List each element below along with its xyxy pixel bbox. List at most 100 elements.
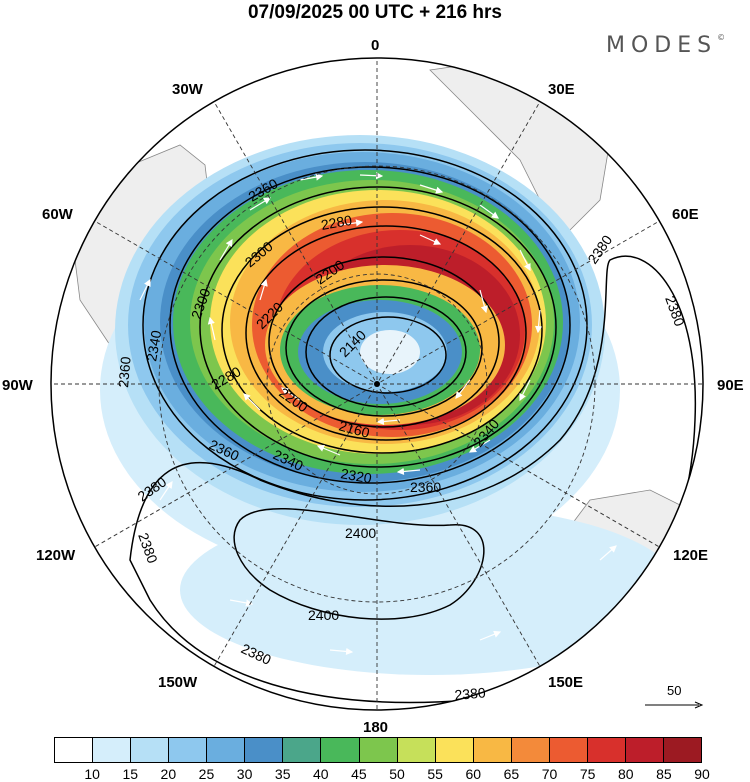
wind-arrow [299,173,324,181]
colorbar-tick-label: 10 [84,766,100,782]
map-disc [51,58,703,710]
colorbar-tick-label: 65 [503,766,520,782]
lon-label-120e: 120E [673,547,708,564]
contour-2340 [169,166,571,484]
contour-2380 [129,255,697,704]
colorbar-labels: 10 15 20 25 30 35 40 45 50 55 60 65 70 75 80 85 90 [54,766,709,782]
lon-label-90e: 90E [717,377,744,394]
lon-label-60e: 60E [672,206,699,223]
lon-label-90w: 90W [2,377,34,394]
wind-arrow [316,444,341,456]
contour-label: 2380 [584,232,615,267]
map-title: 07/09/2025 00 UTC + 216 hrs [247,2,503,23]
contour-label: 2400 [308,607,339,623]
wind-arrow [519,249,531,272]
colorbar-swatch [359,738,398,762]
wind-arrow [249,197,272,211]
wind-arrow [219,238,233,261]
lon-label-150e: 150E [548,674,583,691]
colorbar-tick-label: 75 [579,766,596,782]
contour-label: 2320 [339,465,373,486]
colorbar-tick-label: 85 [656,766,672,782]
colorbar-swatch [397,738,436,762]
wind-arrow [259,278,268,301]
colorbar-swatch [473,738,512,762]
copyright-mark: © [717,33,726,42]
contour-label: 2360 [115,356,134,389]
contour-label: 2160 [337,417,371,441]
contour-2140 [329,316,447,394]
pole-marker [374,381,380,387]
wind-arrow [534,309,543,334]
colorbar-swatch [625,738,664,762]
colorbar-tick-label: 15 [122,766,139,782]
brand-text: MODES [606,33,718,58]
colorbar-swatch [511,738,550,762]
colorbar-swatch [207,738,246,762]
wind-arrow [159,481,173,501]
wind-arrow [419,234,442,245]
wind-arrow [479,204,499,219]
contour-2160 [305,296,467,408]
colorbar-tick-label: 20 [160,766,177,782]
contour-2400 [233,508,485,620]
wind-arrow [519,379,531,402]
wind-arrow [139,278,151,301]
contour-label: 2380 [135,531,161,566]
colorbar [54,737,702,763]
colorbar-tick-label: 35 [274,766,291,782]
wind-arrow [479,630,502,641]
wind-arrow [229,599,254,607]
wind-arrow [455,379,471,399]
colorbar-swatch [131,738,170,762]
contour-label: 2380 [662,294,688,329]
colorbar-tick-label: 80 [617,766,634,782]
wind-arrow [419,184,444,194]
contour-label: 2340 [143,329,164,363]
lon-label-60w: 60W [42,206,74,223]
contour-label: 2280 [320,212,354,233]
lon-label-30e: 30E [548,81,575,98]
reference-arrow-icon [645,701,704,709]
wind-arrow [281,387,301,401]
contour-2320 [199,186,557,468]
colorbar-swatch [549,738,588,762]
reference-vector-value: 50 [667,683,682,698]
polar-map: 2360 2280 2300 2200 2220 2300 2340 2360 … [2,37,744,736]
wind-arrow [207,316,216,341]
wind-arrow [376,417,401,426]
wind-vectors [139,172,617,656]
lon-label-180: 180 [363,719,388,736]
colorbar-swatch [587,738,626,762]
contour-2220 [268,256,500,428]
colorbar-swatch [55,738,94,762]
colorbar-swatch [245,738,284,762]
wind-arrow [339,219,364,227]
colorbar-tick-label: 55 [427,766,443,782]
colorbar-swatch [321,738,360,762]
colorbar-swatch [93,738,132,762]
wind-speed-shading [100,135,680,675]
contour-label: 2380 [454,684,487,703]
colorbar-tick-label: 70 [541,766,558,782]
lon-label-150w: 150W [158,674,198,691]
reference-vector: 50 [643,683,705,713]
colorbar-tick-label: 25 [198,766,215,782]
lon-label-30w: 30W [172,81,204,98]
band-inner-10 [360,330,420,374]
modes-logo: MODES© [606,33,725,58]
wind-arrow [599,545,617,561]
colorbar-tick-label: 45 [351,766,367,782]
wind-arrow [243,393,261,411]
wind-arrow [396,467,421,476]
colorbar-tick-label: 40 [313,766,329,782]
colorbar-swatch [283,738,322,762]
wind-arrow [329,647,354,656]
band-15-south [180,505,680,675]
colorbar-swatch [169,738,208,762]
contour-label: 2360 [410,479,441,495]
longitude-labels: 0 30E 60E 90E 120E 150E 180 150W 120W 90… [2,37,744,736]
colorbar-swatch [664,738,702,762]
colorbar-tick-label: 90 [694,766,710,782]
colorbar-tick-label: 60 [465,766,482,782]
